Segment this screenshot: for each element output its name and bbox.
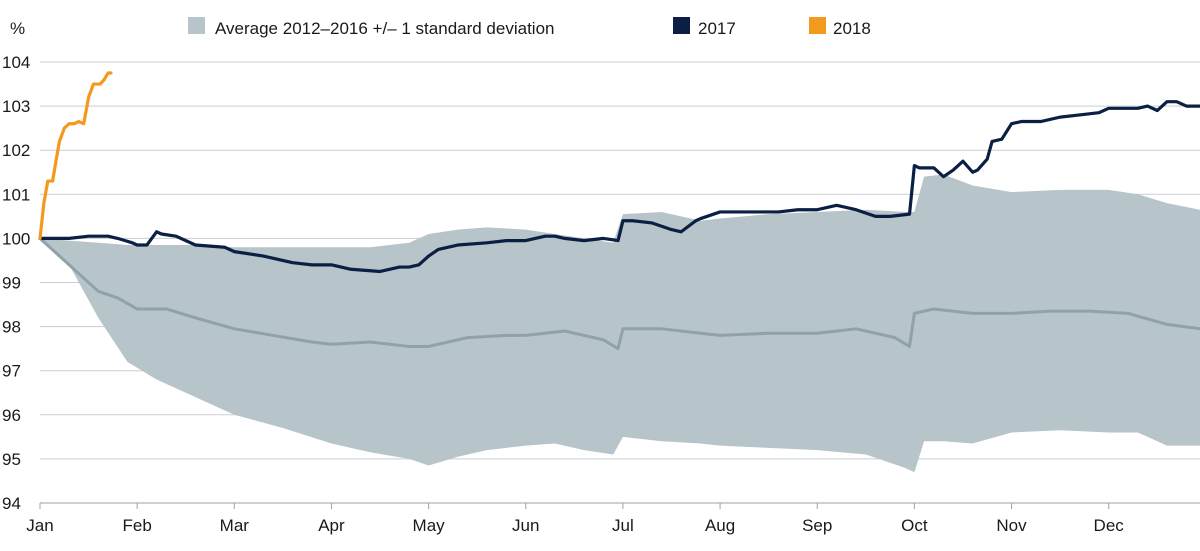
- legend-swatch-2017: [673, 17, 690, 34]
- legend-swatch-band: [188, 17, 205, 34]
- y-tick-label: 94: [2, 494, 21, 513]
- legend-label-2018: 2018: [833, 19, 871, 38]
- x-tick-label: Jul: [612, 516, 634, 535]
- y-tick-label: 104: [2, 53, 30, 72]
- y-tick-label: 101: [2, 185, 30, 204]
- std-dev-band-layer: [40, 174, 1200, 473]
- x-tick-label: May: [413, 516, 446, 535]
- x-axis-ticks: Jan Feb Mar Apr May Jun Jul Aug Sep Oct Nov Dec: [26, 503, 1124, 535]
- y-tick-label: 99: [2, 274, 21, 293]
- y-axis-unit-label: %: [10, 19, 25, 38]
- average-line: [38, 236, 1200, 351]
- y-tick-label: 98: [2, 318, 21, 337]
- y-tick-label: 97: [2, 362, 21, 381]
- y-tick-label: 102: [2, 141, 30, 160]
- x-tick-label: Jun: [512, 516, 539, 535]
- y-tick-label: 103: [2, 97, 30, 116]
- y-tick-label: 100: [2, 229, 30, 248]
- x-tick-label: Nov: [996, 516, 1027, 535]
- x-tick-label: Apr: [318, 516, 345, 535]
- y-axis-ticks: 94 95 96 97 98 99 100 101 102 103 104: [2, 53, 30, 513]
- legend: Average 2012–2016 +/– 1 standard deviati…: [188, 17, 871, 38]
- y-tick-label: 95: [2, 450, 21, 469]
- x-tick-label: Mar: [220, 516, 250, 535]
- series-lines-layer: [38, 71, 1200, 351]
- x-tick-label: Aug: [705, 516, 735, 535]
- x-tick-label: Feb: [123, 516, 152, 535]
- legend-swatch-2018: [809, 17, 826, 34]
- std-dev-band: [40, 174, 1200, 473]
- y-tick-label: 96: [2, 406, 21, 425]
- series-line-2018: [38, 71, 113, 240]
- legend-label-band: Average 2012–2016 +/– 1 standard deviati…: [215, 19, 555, 38]
- x-tick-label: Dec: [1094, 516, 1125, 535]
- legend-label-2017: 2017: [698, 19, 736, 38]
- x-tick-label: Sep: [802, 516, 832, 535]
- series-line-2017: [38, 100, 1200, 274]
- x-tick-label: Jan: [26, 516, 53, 535]
- x-tick-label: Oct: [901, 516, 928, 535]
